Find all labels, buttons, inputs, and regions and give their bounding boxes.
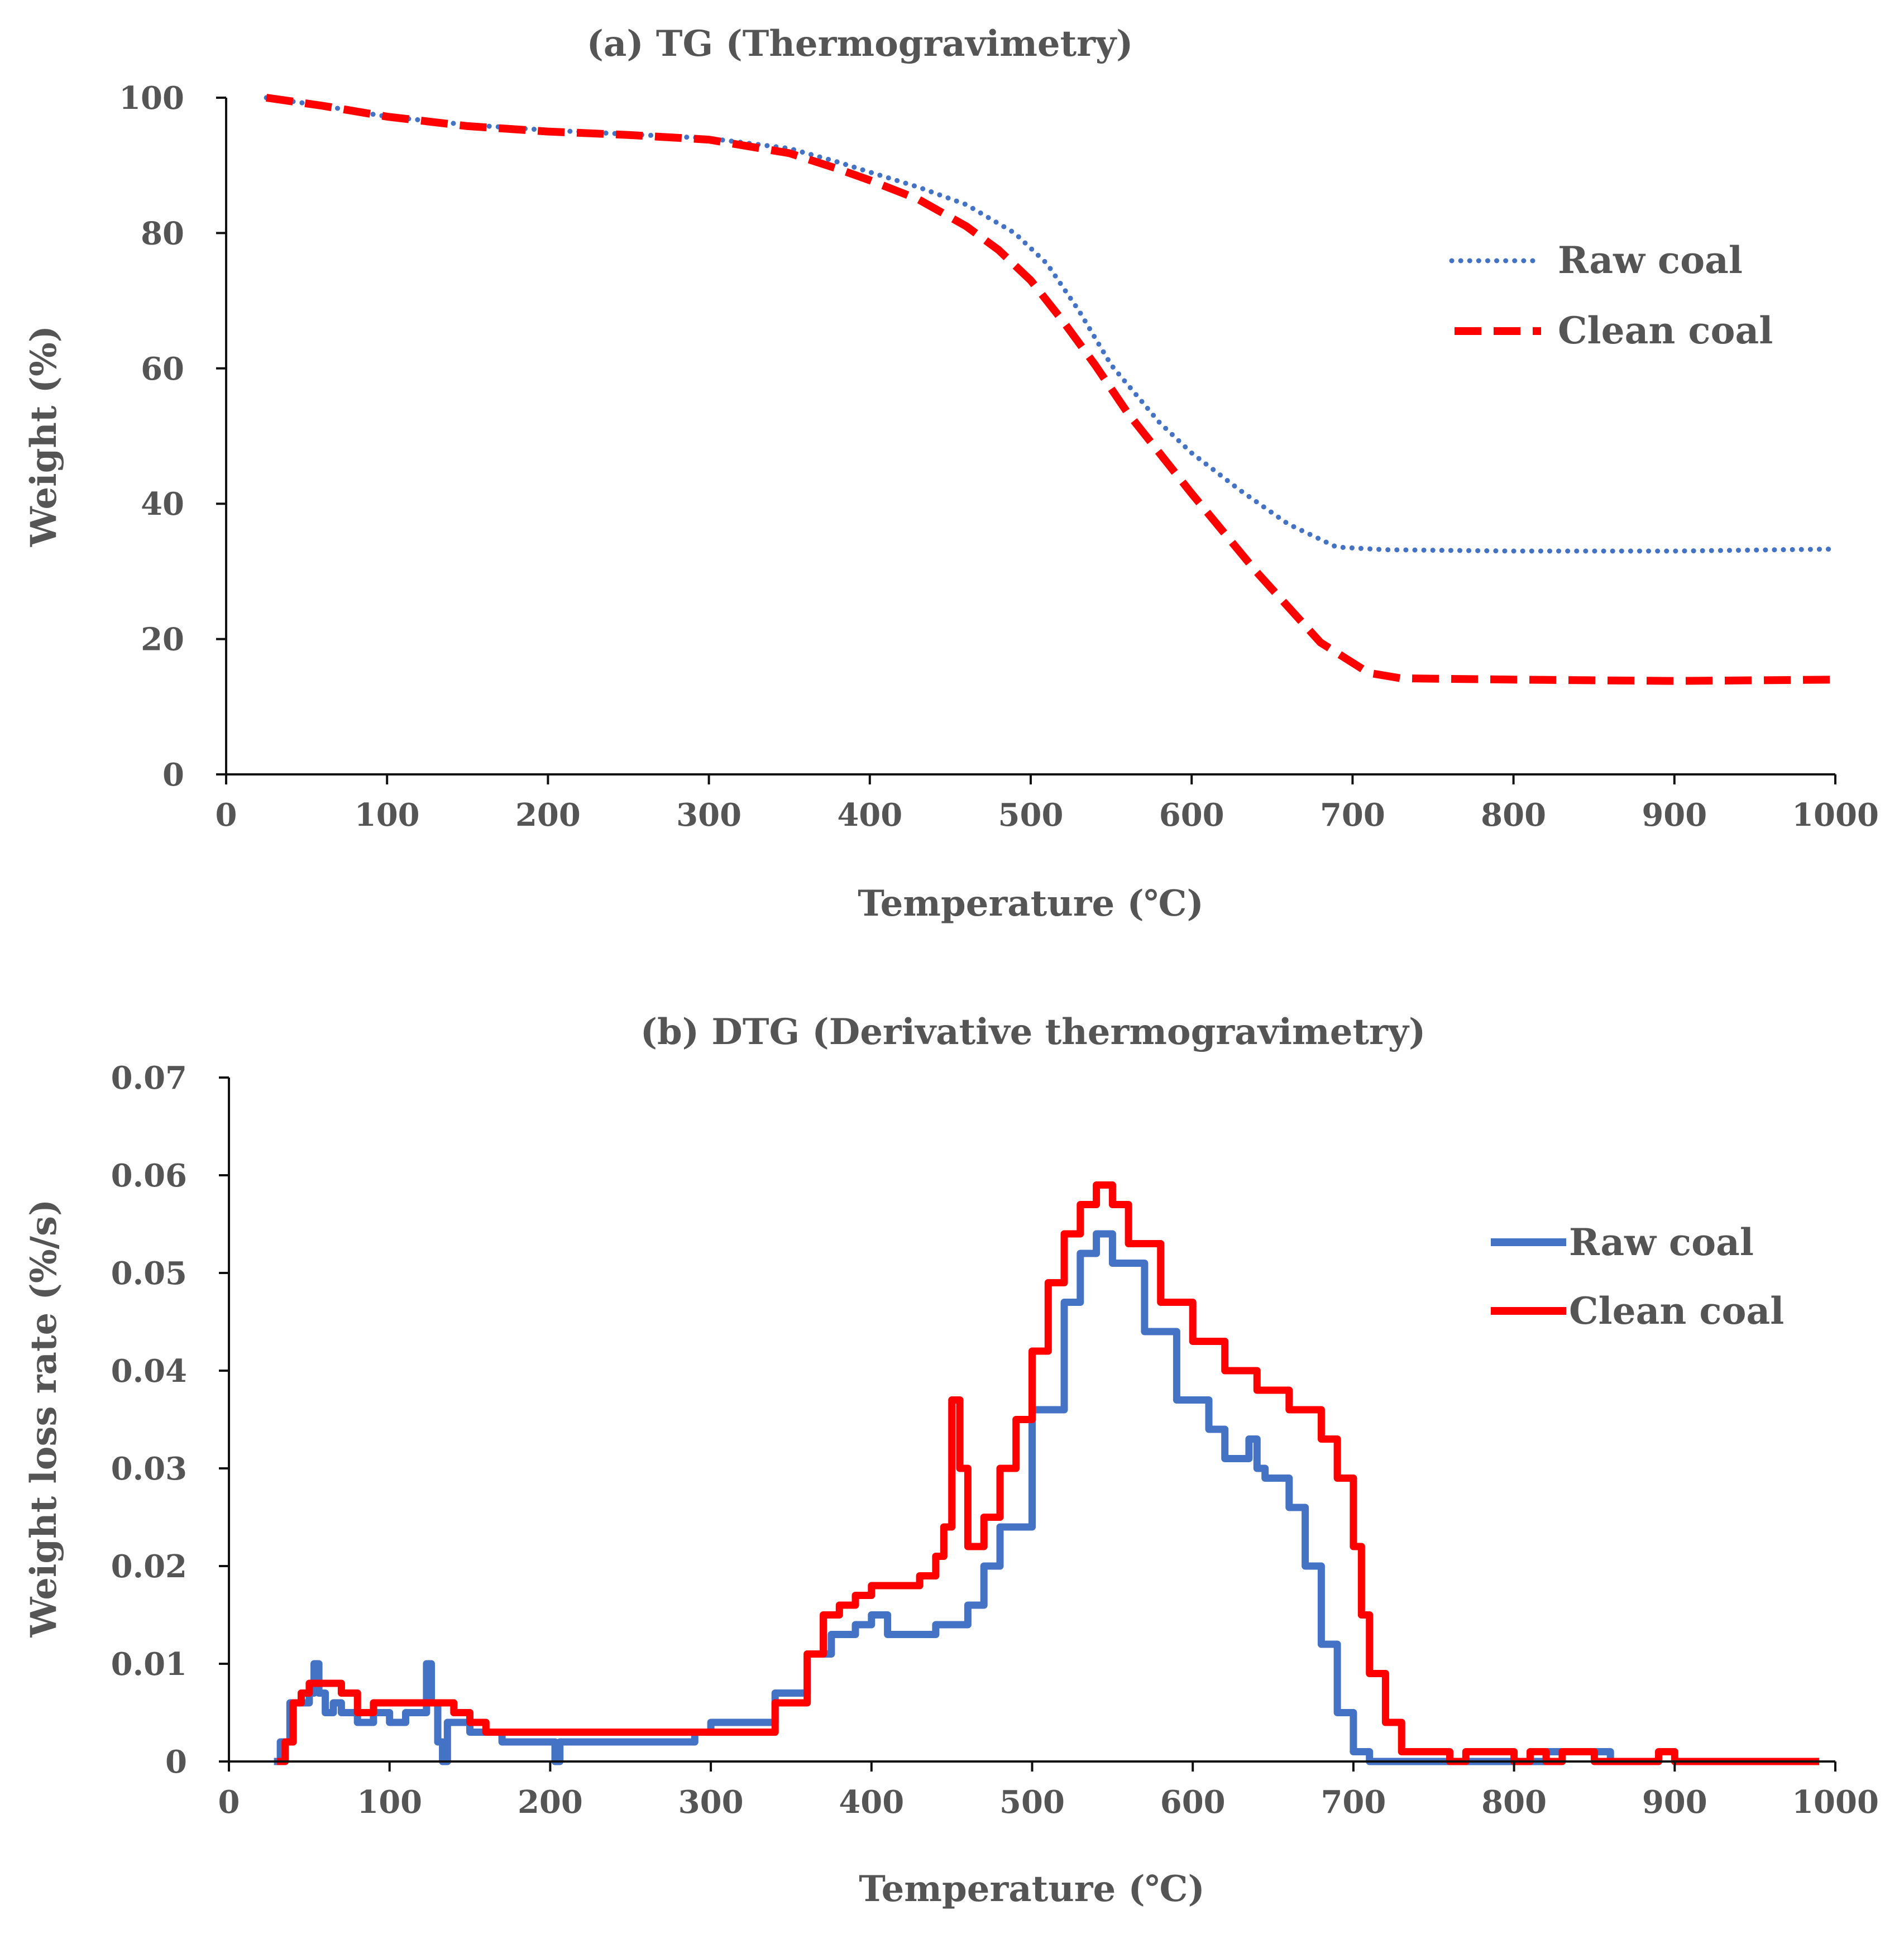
dtg-legend: Raw coal Clean coal xyxy=(1491,1220,1784,1333)
tg-x-tick-label: 1000 xyxy=(1792,797,1879,834)
tg-y-tick-label: 80 xyxy=(141,215,184,252)
dtg-x-tick-label: 800 xyxy=(1481,1784,1547,1821)
dtg-x-tick-label: 400 xyxy=(839,1784,904,1821)
dtg-ticks: 0 100 200 300 400 500 600 700 800 900 1000 0 0.01 0.0… xyxy=(111,1060,1879,1821)
dtg-legend-raw-coal-label: Raw coal xyxy=(1569,1220,1754,1264)
tg-x-tick-label: 400 xyxy=(837,797,902,834)
tg-x-tick-label: 0 xyxy=(216,797,237,834)
tg-x-tick-label: 800 xyxy=(1481,797,1546,834)
tg-legend-raw-coal-label: Raw coal xyxy=(1558,238,1743,282)
dtg-x-tick-label: 700 xyxy=(1321,1784,1386,1821)
tg-legend-clean-coal-label: Clean coal xyxy=(1558,309,1773,352)
dtg-y-tick-label: 0 xyxy=(165,1744,187,1780)
dtg-series-clean-coal xyxy=(277,1181,1820,1765)
tg-y-tick-label: 0 xyxy=(162,757,184,793)
tg-series-raw-coal xyxy=(264,95,1838,554)
dtg-chart: (b) DTG (Derivative thermogravimetry) 0 1… xyxy=(23,1011,1879,1910)
dtg-y-tick-label: 0.04 xyxy=(111,1353,187,1390)
dtg-series-raw-coal xyxy=(274,1230,1614,1765)
tg-y-axis-title: Weight (%) xyxy=(23,325,65,547)
tg-x-tick-label: 200 xyxy=(515,797,581,834)
tg-x-tick-label: 300 xyxy=(676,797,741,834)
tg-y-tick-label: 20 xyxy=(141,621,184,658)
tg-series-layer xyxy=(264,94,1838,685)
tg-x-tick-label: 600 xyxy=(1159,797,1224,834)
dtg-y-axis-title: Weight loss rate (%/s) xyxy=(23,1199,65,1638)
tg-series-clean-coal xyxy=(266,94,1836,685)
tg-y-tick-label: 100 xyxy=(119,80,184,117)
tg-x-tick-label: 100 xyxy=(355,797,420,834)
dtg-x-tick-label: 1000 xyxy=(1792,1784,1879,1821)
dtg-y-tick-label: 0.02 xyxy=(111,1548,187,1585)
dtg-x-tick-label: 600 xyxy=(1160,1784,1226,1821)
dtg-y-tick-label: 0.05 xyxy=(111,1255,187,1292)
tg-y-tick-label: 60 xyxy=(141,351,184,387)
dtg-chart-title: (b) DTG (Derivative thermogravimetry) xyxy=(640,1011,1425,1053)
dtg-y-tick-label: 0.03 xyxy=(111,1450,187,1487)
dtg-x-tick-label: 900 xyxy=(1642,1784,1707,1821)
tg-legend: Raw coal Clean coal xyxy=(1449,238,1773,352)
tg-x-tick-label: 900 xyxy=(1642,797,1707,834)
dtg-y-tick-label: 0.01 xyxy=(111,1646,187,1683)
dtg-x-tick-label: 500 xyxy=(999,1784,1065,1821)
dtg-x-tick-label: 200 xyxy=(518,1784,583,1821)
tg-ticks: 0 100 200 300 400 500 600 700 800 900 1000 0 20 40 60 8… xyxy=(119,80,1879,834)
tg-x-axis-title: Temperature (℃) xyxy=(858,883,1203,925)
dtg-x-tick-label: 300 xyxy=(678,1784,744,1821)
tg-x-tick-label: 700 xyxy=(1320,797,1385,834)
dtg-y-tick-label: 0.06 xyxy=(111,1157,187,1194)
dtg-x-axis-title: Temperature (℃) xyxy=(859,1868,1204,1910)
tg-chart-title: (a) TG (Thermogravimetry) xyxy=(587,23,1133,65)
tg-chart: (a) TG (Thermogravimetry) 0 100 200 300 400 5… xyxy=(23,23,1879,925)
dtg-x-tick-label: 0 xyxy=(218,1784,240,1821)
dtg-x-tick-label: 100 xyxy=(357,1784,422,1821)
dtg-series-layer xyxy=(274,1181,1820,1765)
tg-x-tick-label: 500 xyxy=(998,797,1064,834)
dtg-y-tick-label: 0.07 xyxy=(111,1060,187,1097)
dtg-legend-clean-coal-label: Clean coal xyxy=(1569,1289,1784,1333)
tg-y-tick-label: 40 xyxy=(141,486,184,523)
